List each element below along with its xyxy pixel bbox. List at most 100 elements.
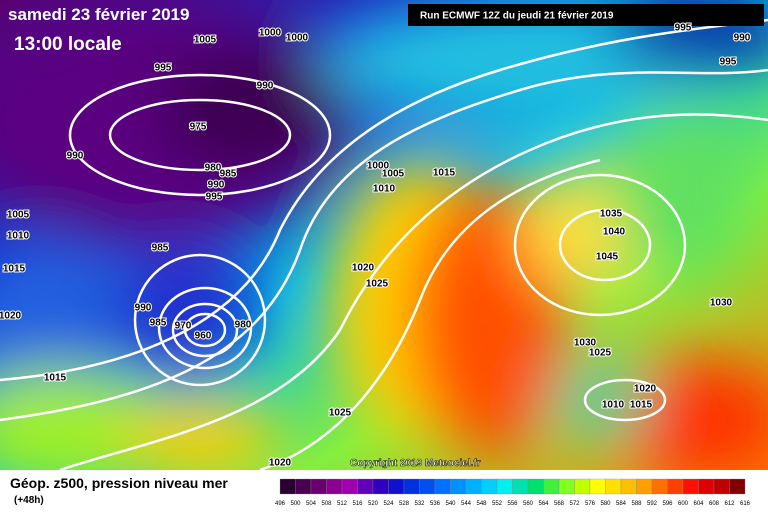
- colorbar-label: 600: [678, 501, 689, 507]
- isobars: [0, 18, 768, 472]
- colorbar-label: 592: [647, 501, 658, 507]
- isobar-label: 1025: [329, 408, 352, 419]
- isobar-label: 1030: [574, 338, 597, 349]
- colorbar-label: 572: [569, 501, 580, 507]
- colorbar-swatch: [527, 478, 544, 495]
- colorbar-swatch: [651, 478, 668, 495]
- colorbar-swatch: [450, 478, 467, 495]
- colorbar-label: 584: [616, 501, 627, 507]
- colorbar-label: 564: [538, 501, 549, 507]
- isobar-label: 1025: [366, 279, 389, 290]
- colorbar-label: 540: [445, 501, 456, 507]
- isobar-label: 1005: [194, 35, 217, 46]
- colorbar-label: 496: [275, 501, 286, 507]
- field-shading: [0, 0, 768, 490]
- colorbar-swatch: [620, 478, 637, 495]
- colorbar-label: 576: [585, 501, 596, 507]
- isobar-label: 990: [734, 33, 751, 44]
- colorbar-swatch: [326, 478, 343, 495]
- isobar-label: 1030: [710, 298, 733, 309]
- isobar-label: 990: [208, 180, 225, 191]
- isobar-label: 1000: [367, 161, 390, 172]
- colorbar-swatch: [682, 478, 699, 495]
- isobar-label: 970: [175, 321, 192, 332]
- colorbar-label: 612: [724, 501, 735, 507]
- isobar-label: 990: [257, 81, 274, 92]
- valid-date: samedi 23 février 2019: [8, 5, 189, 24]
- colorbar-swatch: [512, 478, 529, 495]
- colorbar-swatch: [589, 478, 606, 495]
- colorbar-label: 536: [430, 501, 441, 507]
- isobar-label: 975: [190, 122, 207, 133]
- colorbar-label: 568: [554, 501, 565, 507]
- isobar-label: 1020: [352, 263, 375, 274]
- isobar-label: 990: [135, 303, 152, 314]
- colorbar-label: 548: [476, 501, 487, 507]
- colorbar-label: 516: [352, 501, 363, 507]
- colorbar-label: 616: [740, 501, 751, 507]
- colorbar-label: 608: [709, 501, 720, 507]
- valid-time: 13:00 locale: [14, 34, 122, 55]
- isobar-label: 995: [675, 23, 692, 34]
- colorbar-label: 528: [399, 501, 410, 507]
- isobar-label: 995: [206, 192, 223, 203]
- colorbar-swatch: [295, 478, 312, 495]
- run-banner: [408, 4, 764, 26]
- colorbar-swatch: [388, 478, 405, 495]
- isobar-label: 1010: [7, 231, 30, 242]
- field-title: Géop. z500, pression niveau mer: [10, 475, 228, 491]
- isobar-label: 1005: [7, 210, 30, 221]
- colorbar-swatch: [403, 478, 420, 495]
- isobar-label: 1020: [0, 311, 22, 322]
- isobar-label: 1035: [600, 209, 623, 220]
- colorbar-swatch: [543, 478, 560, 495]
- isobar-label: 1000: [259, 28, 282, 39]
- colorbar-swatch: [372, 478, 389, 495]
- isobar-label: 1000: [286, 33, 309, 44]
- colorbar-swatch: [636, 478, 653, 495]
- isobar-label: 1045: [596, 252, 619, 263]
- isobar-label: 995: [720, 57, 737, 68]
- colorbar-label: 512: [337, 501, 348, 507]
- colorbar-label: 604: [693, 501, 704, 507]
- isobar-label: 960: [195, 331, 212, 342]
- isobar-label: 1025: [589, 348, 612, 359]
- colorbar-swatch: [698, 478, 715, 495]
- colorbar-swatch: [465, 478, 482, 495]
- colorbar-label: 544: [461, 501, 472, 507]
- colorbar-label: 524: [383, 501, 394, 507]
- colorbar-label: 596: [662, 501, 673, 507]
- colorbar-label: 580: [600, 501, 611, 507]
- colorbar-label: 556: [507, 501, 518, 507]
- colorbar-label: 532: [414, 501, 425, 507]
- isobar-label: 980: [205, 163, 222, 174]
- colorbar-swatch: [481, 478, 498, 495]
- colorbar-swatch: [558, 478, 575, 495]
- colorbar-label: 504: [306, 501, 317, 507]
- colorbar-swatch: [713, 478, 730, 495]
- isobar-label: 985: [150, 318, 167, 329]
- isobar-label: 1015: [630, 400, 653, 411]
- colorbar-swatch: [667, 478, 684, 495]
- isobar-label: 1020: [634, 384, 657, 395]
- colorbar-label: 560: [523, 501, 534, 507]
- colorbar-swatch: [279, 478, 296, 495]
- colorbar-label: 588: [631, 501, 642, 507]
- colorbar-swatch: [496, 478, 513, 495]
- colorbar-swatch: [574, 478, 591, 495]
- colorbar-swatch: [310, 478, 327, 495]
- isobar-label: 980: [235, 320, 252, 331]
- colorbar-swatch: [605, 478, 622, 495]
- isobar-label: 985: [152, 243, 169, 254]
- colorbar-label: 520: [368, 501, 379, 507]
- isobar-label: 1040: [603, 227, 626, 238]
- colorbar-swatch: [419, 478, 436, 495]
- isobar-label: 985: [220, 169, 237, 180]
- colorbar: 496 500 504 508 512 516 520 524 528 532 536 540 544 5…: [275, 478, 751, 507]
- lead-time: (+48h): [14, 495, 44, 506]
- isobar-label: 1015: [3, 264, 26, 275]
- isobar-label: 1015: [44, 373, 67, 384]
- isobar-label: 1010: [602, 400, 625, 411]
